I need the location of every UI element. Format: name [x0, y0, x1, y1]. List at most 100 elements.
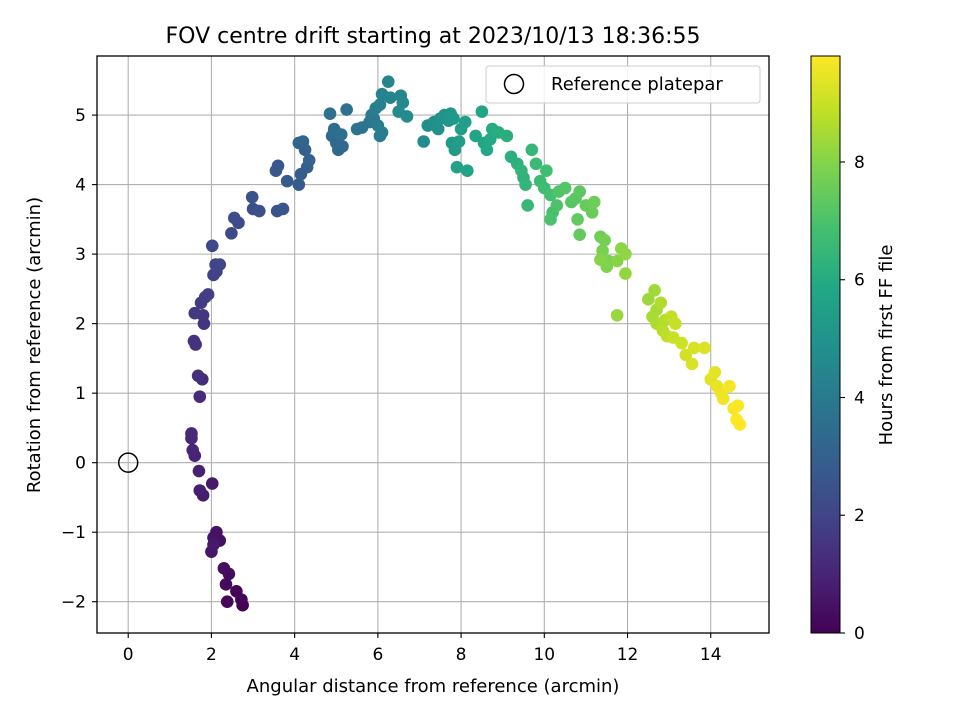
- data-point: [219, 578, 233, 591]
- data-point: [384, 91, 397, 105]
- data-point: [280, 174, 294, 188]
- data-point: [191, 369, 205, 383]
- data-point: [571, 213, 584, 226]
- x-tick-label: 4: [289, 645, 300, 665]
- data-point: [381, 75, 395, 89]
- data-point: [271, 159, 285, 173]
- colorbar-gradient: [810, 55, 841, 634]
- legend-entry-reference: Reference platepar: [551, 74, 723, 95]
- colorbar-tick-label: 8: [854, 153, 865, 173]
- data-point: [642, 293, 655, 306]
- data-point: [207, 538, 220, 552]
- data-point: [186, 443, 200, 457]
- data-point: [213, 258, 227, 271]
- data-point: [610, 309, 624, 322]
- data-point: [373, 98, 387, 111]
- y-axis-label: Rotation from reference (arcmin): [24, 197, 45, 493]
- colorbar: 0 2 4 6 8 Hours from first FF file: [810, 55, 897, 644]
- data-point: [340, 103, 353, 116]
- data-point: [334, 128, 348, 141]
- legend-box: [485, 65, 761, 104]
- data-point: [452, 135, 466, 148]
- x-tick-label: 8: [456, 645, 467, 665]
- data-point: [598, 233, 611, 247]
- y-tick-label: −2: [61, 593, 86, 613]
- data-point: [687, 341, 701, 355]
- y-ticks: −2 −1 0 1 2 3 4 5: [61, 106, 97, 613]
- data-point: [187, 334, 201, 348]
- data-point: [276, 202, 290, 216]
- colorbar-ticks: 0 2 4 6 8: [840, 153, 865, 644]
- x-tick-label: 14: [700, 645, 722, 665]
- data-point: [185, 427, 198, 440]
- data-point: [558, 181, 572, 195]
- data-point: [245, 190, 259, 204]
- data-point: [447, 112, 460, 125]
- legend: Reference platepar: [485, 65, 761, 104]
- data-point: [654, 296, 668, 310]
- y-tick-label: 0: [75, 454, 86, 474]
- y-tick-label: 2: [75, 315, 86, 335]
- data-point: [573, 228, 586, 241]
- data-point: [188, 306, 202, 320]
- data-point: [431, 122, 445, 136]
- data-point: [375, 126, 389, 139]
- x-tick-label: 12: [617, 645, 639, 665]
- data-point: [475, 105, 489, 118]
- chart-title: FOV centre drift starting at 2023/10/13 …: [166, 24, 701, 49]
- data-point: [619, 247, 632, 261]
- data-point: [529, 157, 543, 171]
- colorbar-tick-label: 4: [854, 388, 865, 408]
- data-point: [594, 253, 607, 266]
- data-point: [573, 185, 586, 198]
- data-point: [323, 107, 337, 120]
- x-tick-label: 6: [372, 645, 383, 665]
- data-point: [519, 178, 532, 191]
- data-point: [228, 211, 241, 225]
- data-point: [731, 399, 745, 412]
- data-point: [230, 584, 243, 598]
- data-point: [733, 418, 747, 431]
- data-point: [723, 379, 736, 393]
- plot-frame: [96, 55, 770, 634]
- data-point: [619, 267, 632, 280]
- data-point: [675, 336, 688, 350]
- data-point: [669, 317, 682, 330]
- data-point: [483, 133, 497, 146]
- data-point: [193, 390, 207, 403]
- data-point: [220, 595, 234, 609]
- data-point: [587, 195, 601, 209]
- x-tick-label: 10: [533, 645, 555, 665]
- data-point: [500, 129, 514, 143]
- data-point: [192, 464, 206, 478]
- y-tick-label: 1: [75, 384, 86, 404]
- data-point: [217, 562, 231, 575]
- data-point: [458, 115, 472, 129]
- data-point: [450, 160, 464, 174]
- data-point: [480, 143, 494, 157]
- reference-platepar-marker: [117, 452, 139, 473]
- x-ticks: 0 2 4 6 8 10 12 14: [123, 633, 722, 665]
- y-tick-label: −1: [61, 523, 86, 543]
- data-point: [698, 341, 711, 355]
- data-point: [716, 392, 730, 406]
- colorbar-label: Hours from first FF file: [876, 245, 897, 446]
- data-point: [461, 164, 474, 178]
- data-point: [252, 204, 266, 218]
- data-point: [205, 239, 219, 253]
- data-point: [292, 178, 306, 191]
- data-point: [417, 135, 430, 148]
- y-tick-label: 4: [75, 176, 86, 196]
- colorbar-tick-label: 0: [854, 624, 865, 644]
- x-tick-label: 0: [123, 645, 134, 665]
- data-point: [201, 288, 215, 301]
- data-point: [469, 129, 482, 143]
- data-point: [205, 477, 219, 490]
- colorbar-tick-label: 2: [854, 506, 865, 526]
- y-tick-label: 5: [75, 106, 86, 126]
- reference-marker: [117, 452, 139, 473]
- x-axis-label: Angular distance from reference (arcmin): [247, 676, 620, 697]
- data-point: [525, 143, 539, 157]
- colorbar-tick-label: 6: [854, 271, 865, 291]
- data-point: [302, 153, 316, 167]
